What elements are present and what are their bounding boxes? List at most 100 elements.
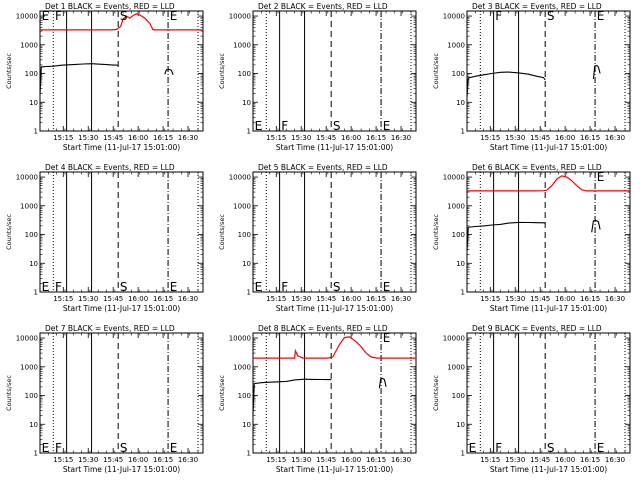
- x-tick-label: 15:45: [316, 295, 336, 303]
- plot-frame: [466, 171, 631, 293]
- y-tick-label: 100: [238, 392, 251, 400]
- plot-frame: [39, 10, 204, 132]
- series-lld-line: [40, 13, 203, 31]
- marker-letter: E: [255, 119, 263, 133]
- series-events-line: [164, 68, 174, 75]
- x-axis-label: Start Time (11-Jul-17 15:01:00): [276, 304, 393, 313]
- x-tick-label: 15:45: [530, 134, 550, 142]
- plot-frame: [466, 332, 631, 454]
- marker-letter: S: [120, 9, 128, 23]
- plot-frame: [252, 10, 417, 132]
- y-tick-label: 10: [456, 99, 465, 107]
- panel-det-5: Det 5 BLACK = Events, RED = LLD 1 10 100 100…: [218, 163, 417, 313]
- x-tick-label: 16:15: [580, 456, 600, 464]
- panel-det-3: Det 3 BLACK = Events, RED = LLD 1 10 100 100…: [432, 2, 631, 152]
- panel-det-8: Det 8 BLACK = Events, RED = LLD 1 10 100 100…: [218, 324, 417, 474]
- y-tick-label: 100: [452, 392, 465, 400]
- x-tick-label: 16:00: [128, 134, 148, 142]
- x-axis-label: Start Time (11-Jul-17 15:01:00): [63, 143, 180, 152]
- x-tick-label: 15:15: [266, 456, 286, 464]
- y-tick-label: 1000: [20, 363, 38, 371]
- panel-det-9: Det 9 BLACK = Events, RED = LLD 1 10 100 100…: [432, 324, 631, 474]
- x-tick-label: 15:15: [53, 134, 73, 142]
- marker-letter: S: [547, 9, 555, 23]
- y-tick-label: 1: [34, 450, 38, 458]
- x-tick-label: 16:30: [391, 456, 411, 464]
- panel-title: Det 3 BLACK = Events, RED = LLD: [472, 2, 602, 11]
- x-tick-label: 16:00: [555, 456, 575, 464]
- x-tick-label: 16:30: [178, 295, 198, 303]
- x-tick-label: 15:15: [266, 134, 286, 142]
- plot-frame: [466, 10, 631, 132]
- y-tick-label: 1: [461, 289, 465, 297]
- x-tick-label: 16:15: [580, 295, 600, 303]
- y-tick-label: 10: [29, 421, 38, 429]
- marker-letter: S: [120, 280, 128, 294]
- x-tick-label: 15:30: [78, 295, 98, 303]
- y-tick-label: 1: [461, 128, 465, 136]
- y-tick-label: 1000: [233, 202, 251, 210]
- marker-letter: E: [597, 170, 605, 184]
- x-tick-label: 15:30: [78, 134, 98, 142]
- y-tick-label: 1: [34, 128, 38, 136]
- x-tick-label: 16:00: [555, 134, 575, 142]
- y-tick-label: 100: [238, 231, 251, 239]
- marker-letter: S: [333, 119, 341, 133]
- marker-letter: F: [281, 119, 288, 133]
- marker-letter: E: [469, 441, 477, 455]
- marker-letter: E: [170, 441, 178, 455]
- x-axis-label: Start Time (11-Jul-17 15:01:00): [490, 304, 607, 313]
- y-tick-label: 100: [452, 231, 465, 239]
- x-tick-label: 16:00: [555, 295, 575, 303]
- series-events-line: [466, 221, 546, 252]
- x-tick-label: 15:30: [78, 456, 98, 464]
- y-tick-label: 1: [34, 289, 38, 297]
- x-tick-label: 15:30: [291, 134, 311, 142]
- y-tick-label: 10: [29, 260, 38, 268]
- x-tick-label: 16:30: [178, 134, 198, 142]
- x-tick-label: 15:30: [291, 295, 311, 303]
- x-tick-label: 16:30: [605, 295, 625, 303]
- x-tick-label: 16:30: [178, 456, 198, 464]
- panel-det-2: Det 2 BLACK = Events, RED = LLD 1 10 100 100…: [218, 2, 417, 152]
- x-tick-label: 15:45: [103, 456, 123, 464]
- panel-title: Det 9 BLACK = Events, RED = LLD: [472, 324, 602, 333]
- x-tick-label: 15:45: [316, 134, 336, 142]
- panel-title: Det 8 BLACK = Events, RED = LLD: [258, 324, 388, 333]
- y-tick-label: 10: [242, 99, 251, 107]
- y-tick-label: 100: [25, 231, 38, 239]
- x-tick-label: 16:00: [128, 456, 148, 464]
- x-tick-label: 15:30: [505, 295, 525, 303]
- series-events-line: [252, 378, 332, 415]
- y-axis-label: Counts/sec: [218, 375, 226, 411]
- panel-det-6: Det 6 BLACK = Events, RED = LLD 1 10 100 100…: [432, 163, 631, 313]
- panel-title: Det 6 BLACK = Events, RED = LLD: [472, 163, 602, 172]
- x-tick-label: 16:30: [605, 134, 625, 142]
- x-tick-label: 15:30: [505, 456, 525, 464]
- y-axis-label: Counts/sec: [218, 53, 226, 89]
- y-axis-label: Counts/sec: [5, 214, 13, 250]
- y-tick-label: 100: [25, 392, 38, 400]
- y-tick-label: 10000: [443, 174, 465, 182]
- y-tick-label: 1000: [447, 363, 465, 371]
- plot-frame: [252, 332, 417, 454]
- x-axis-label: Start Time (11-Jul-17 15:01:00): [276, 143, 393, 152]
- marker-letter: F: [495, 9, 502, 23]
- x-tick-label: 15:30: [505, 134, 525, 142]
- x-tick-label: 15:15: [53, 295, 73, 303]
- x-axis-label: Start Time (11-Jul-17 15:01:00): [490, 465, 607, 474]
- x-tick-label: 16:30: [605, 456, 625, 464]
- marker-letter: F: [55, 441, 62, 455]
- y-axis-label: Counts/sec: [5, 375, 13, 411]
- y-axis-label: Counts/sec: [432, 53, 440, 89]
- marker-letter: S: [333, 280, 341, 294]
- y-tick-label: 100: [25, 70, 38, 78]
- y-axis-label: Counts/sec: [432, 375, 440, 411]
- y-tick-label: 1000: [20, 202, 38, 210]
- x-tick-label: 16:15: [153, 456, 173, 464]
- x-tick-label: 15:45: [316, 456, 336, 464]
- marker-letter: E: [383, 280, 391, 294]
- x-tick-label: 16:15: [366, 134, 386, 142]
- y-tick-label: 10000: [16, 335, 38, 343]
